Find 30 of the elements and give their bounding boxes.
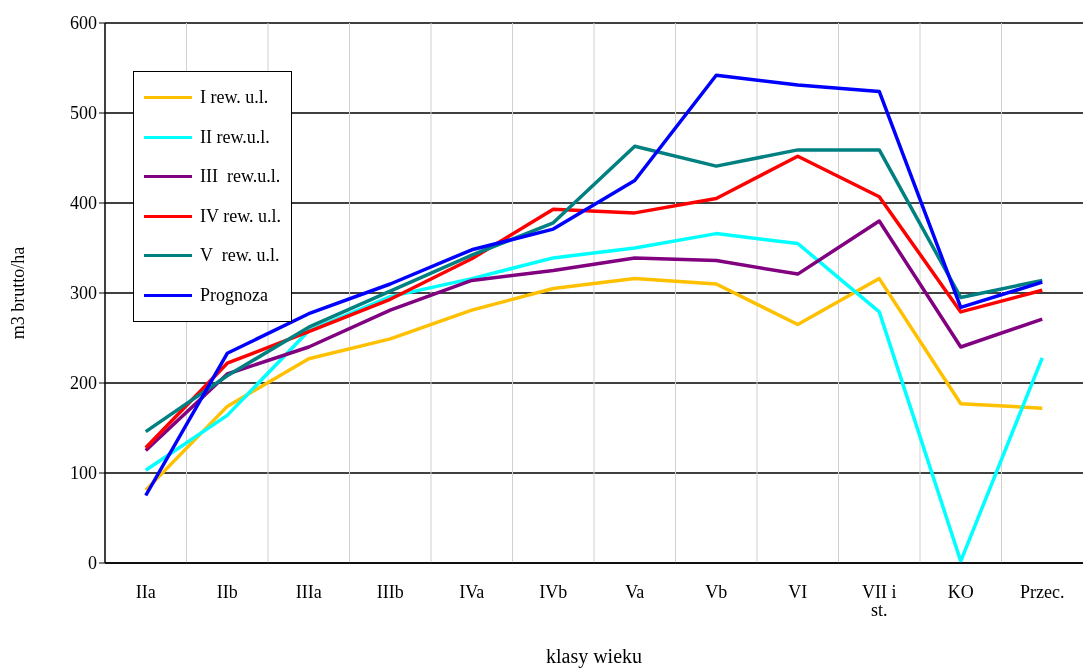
line-series <box>144 73 1044 498</box>
x-tick-label: Vb <box>705 581 728 602</box>
legend-label: Prognoza <box>200 284 268 306</box>
y-tick-label: 300 <box>70 283 97 304</box>
y-tick-label: 100 <box>70 463 97 484</box>
legend-label: I rew. u.l. <box>200 87 269 109</box>
y-axis-title: m3 brutto/ha <box>8 246 29 340</box>
x-tick-label: IIb <box>216 581 238 602</box>
y-tick-label: 500 <box>70 103 97 124</box>
y-tick-label: 0 <box>88 553 97 574</box>
y-tick-label: 200 <box>70 373 97 394</box>
y-tick-label: 400 <box>70 193 97 214</box>
legend-label: V rew. u.l. <box>200 245 280 267</box>
legend-label: II rew.u.l. <box>200 126 270 148</box>
x-tick-label: VII i st. <box>862 581 897 620</box>
legend-label: III rew.u.l. <box>200 166 281 188</box>
line-series <box>144 231 1044 563</box>
x-axis-title: klasy wieku <box>545 645 643 668</box>
x-tick-label: IIIb <box>376 581 404 602</box>
line-series <box>144 276 1044 492</box>
x-tick-label: Przec. <box>1020 581 1065 602</box>
y-tick-label: 600 <box>70 13 97 34</box>
x-tick-label: VI <box>788 581 808 602</box>
legend-label: IV rew. u.l. <box>200 205 281 227</box>
x-tick-label: IVa <box>459 581 485 602</box>
x-tick-label: IIIa <box>295 581 322 602</box>
x-tick-label: KO <box>947 581 974 602</box>
x-tick-label: Va <box>625 581 645 602</box>
x-tick-label: IIa <box>135 581 156 602</box>
x-tick-label: IVb <box>539 581 568 602</box>
